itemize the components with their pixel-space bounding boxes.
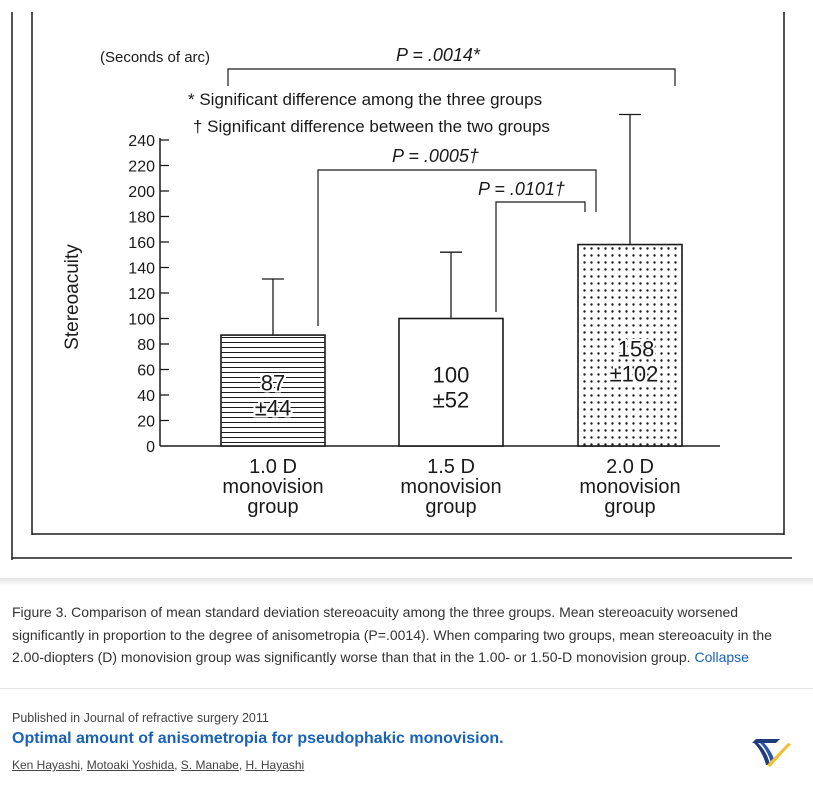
bar-value-label: 100 xyxy=(433,362,470,387)
p-value-2-vs-3: P = .0101† xyxy=(478,179,565,199)
author-separator: , xyxy=(174,758,181,772)
author-list: Ken Hayashi, Motoaki Yoshida, S. Manabe,… xyxy=(12,758,304,772)
bar-error-label: ±52 xyxy=(433,387,470,412)
collapse-link[interactable]: Collapse xyxy=(694,649,749,665)
category-label: group xyxy=(425,496,476,518)
figure-caption: Figure 3. Comparison of mean standard de… xyxy=(12,601,802,669)
y-tick-label: 160 xyxy=(128,235,155,252)
p-value-1-vs-3: P = .0005† xyxy=(392,146,479,166)
bar-error-label: ±102 xyxy=(610,362,659,387)
y-tick-label: 200 xyxy=(128,184,155,201)
y-tick-label: 120 xyxy=(128,286,155,303)
semantic-scholar-logo-icon[interactable] xyxy=(750,735,792,774)
bar xyxy=(398,317,504,447)
bar-error-label: ±44 xyxy=(255,396,292,421)
bracket-1-vs-3 xyxy=(317,169,597,326)
y-tick-label: 60 xyxy=(137,363,155,380)
author-link[interactable]: Motoaki Yoshida xyxy=(86,758,175,772)
y-tick-label: 0 xyxy=(146,439,155,456)
y-axis-label: Stereoacuity xyxy=(62,244,83,350)
category-label: 2.0 D xyxy=(606,456,654,478)
bar-value-label: 87 xyxy=(261,371,285,396)
bar xyxy=(220,334,326,447)
units-label: (Seconds of arc) xyxy=(100,49,210,66)
author-separator: , xyxy=(80,758,87,772)
category-label: 1.0 D xyxy=(249,456,297,478)
category-label: monovision xyxy=(579,476,680,498)
category-label: monovision xyxy=(400,476,501,498)
y-tick-label: 20 xyxy=(137,414,155,431)
author-separator: , xyxy=(238,758,246,772)
legend-dagger: † Significant difference between the two… xyxy=(193,117,550,136)
divider xyxy=(0,688,813,689)
figure-shadow xyxy=(0,578,813,586)
author-link[interactable]: S. Manabe xyxy=(180,758,239,772)
published-in: Published in Journal of refractive surge… xyxy=(12,711,269,725)
y-tick-label: 140 xyxy=(128,261,155,278)
legend-asterisk: * Significant difference among the three… xyxy=(188,90,542,109)
y-tick-label: 180 xyxy=(128,210,155,227)
bracket-overall xyxy=(227,68,676,86)
bar-value-label: 158 xyxy=(618,337,655,362)
figure-image: (Seconds of arc) Stereoacuity * Signific… xyxy=(11,12,792,560)
bar xyxy=(577,243,683,447)
bracket-2-vs-3 xyxy=(495,201,586,312)
category-label: monovision xyxy=(222,476,323,498)
author-link[interactable]: H. Hayashi xyxy=(245,758,305,772)
caption-text: Figure 3. Comparison of mean standard de… xyxy=(12,604,772,665)
category-label: group xyxy=(604,496,655,518)
author-link[interactable]: Ken Hayashi xyxy=(12,758,81,772)
p-value-overall: P = .0014* xyxy=(396,45,481,65)
y-tick-label: 100 xyxy=(128,312,155,329)
y-tick-label: 240 xyxy=(128,133,155,150)
category-label: 1.5 D xyxy=(427,456,475,478)
stereoacuity-bar-chart: (Seconds of arc) Stereoacuity * Signific… xyxy=(11,12,792,560)
category-label: group xyxy=(247,496,298,518)
y-tick-label: 80 xyxy=(137,337,155,354)
y-tick-label: 40 xyxy=(137,388,155,405)
y-tick-label: 220 xyxy=(128,159,155,176)
paper-title-link[interactable]: Optimal amount of anisometropia for pseu… xyxy=(12,730,504,747)
